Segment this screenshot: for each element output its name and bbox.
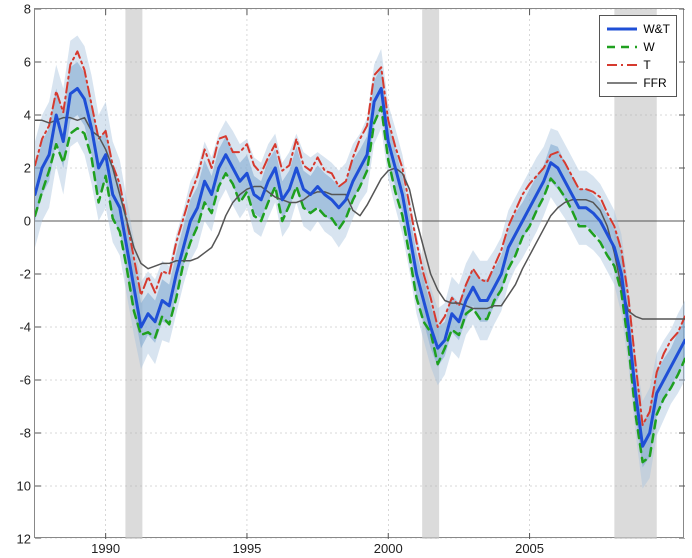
legend: W&T WT FFR <box>599 15 677 97</box>
y-tick-label: -2 <box>0 267 31 282</box>
legend-swatch <box>606 76 638 90</box>
legend-swatch <box>606 58 638 72</box>
legend-swatch <box>606 40 638 54</box>
y-tick-label: 4 <box>0 108 31 123</box>
y-tick-label: 10 <box>0 479 31 494</box>
x-tick-label: 2005 <box>515 541 544 556</box>
y-tick-label: 6 <box>0 55 31 70</box>
y-tick-label: 12 <box>0 532 31 547</box>
chart-container: W&T WT FFR 12 10 -8 -6 -4 -2 0 2 4 6 8 1990 1995 2000 20… <box>0 0 692 558</box>
legend-label: W&T <box>643 22 670 36</box>
legend-label: W <box>643 40 654 54</box>
legend-item-WT: W&T <box>606 20 670 38</box>
plot-svg <box>35 9 685 539</box>
x-tick-label: 1990 <box>91 541 120 556</box>
y-tick-label: 2 <box>0 161 31 176</box>
x-tick-label: 1995 <box>232 541 261 556</box>
legend-item-W: W <box>606 38 670 56</box>
legend-label: FFR <box>643 76 666 90</box>
legend-swatch <box>606 22 638 36</box>
legend-item-T: T <box>606 56 670 74</box>
y-tick-label: -4 <box>0 320 31 335</box>
y-tick-label: 8 <box>0 2 31 17</box>
y-tick-label: 0 <box>0 214 31 229</box>
plot-area: W&TWTFFR 1210-8-6-4-20246819901995200020… <box>34 8 684 538</box>
legend-label: T <box>643 58 650 72</box>
y-tick-label: -6 <box>0 373 31 388</box>
x-tick-label: 2000 <box>374 541 403 556</box>
legend-item-FFR: FFR <box>606 74 670 92</box>
y-tick-label: -8 <box>0 426 31 441</box>
